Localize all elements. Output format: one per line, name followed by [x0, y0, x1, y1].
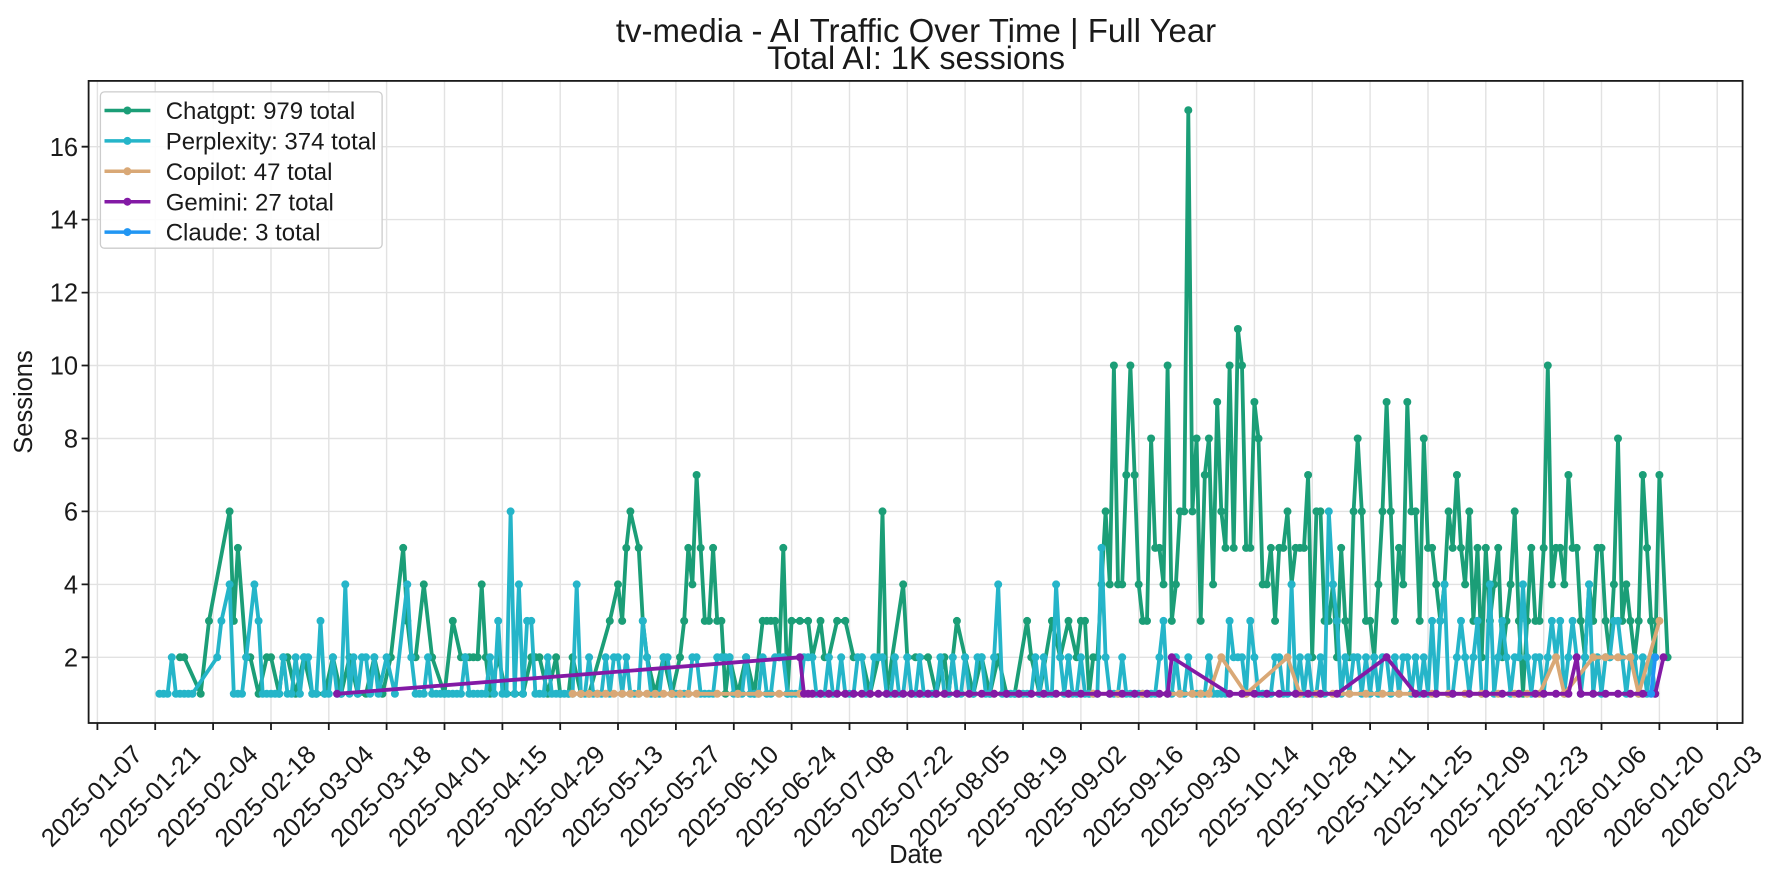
- svg-text:10: 10: [50, 353, 78, 381]
- svg-text:tv-media - AI Traffic Over Tim: tv-media - AI Traffic Over Time | Full Y…: [616, 12, 1216, 49]
- svg-text:Copilot: 47 total: Copilot: 47 total: [166, 159, 333, 186]
- svg-text:Chatgpt: 979 total: Chatgpt: 979 total: [166, 98, 355, 125]
- svg-text:Gemini: 27 total: Gemini: 27 total: [166, 189, 334, 216]
- svg-text:Total AI: 1K sessions: Total AI: 1K sessions: [767, 40, 1065, 76]
- svg-text:Perplexity: 374 total: Perplexity: 374 total: [166, 129, 377, 156]
- svg-text:14: 14: [50, 207, 78, 235]
- svg-text:6: 6: [64, 499, 78, 527]
- svg-text:Date: Date: [889, 841, 943, 869]
- svg-text:12: 12: [50, 280, 78, 308]
- svg-text:4: 4: [64, 572, 78, 600]
- svg-text:16: 16: [50, 134, 78, 162]
- svg-text:2: 2: [64, 644, 78, 672]
- svg-text:8: 8: [64, 426, 78, 454]
- svg-text:Claude: 3 total: Claude: 3 total: [166, 220, 321, 247]
- svg-text:Sessions: Sessions: [10, 350, 38, 453]
